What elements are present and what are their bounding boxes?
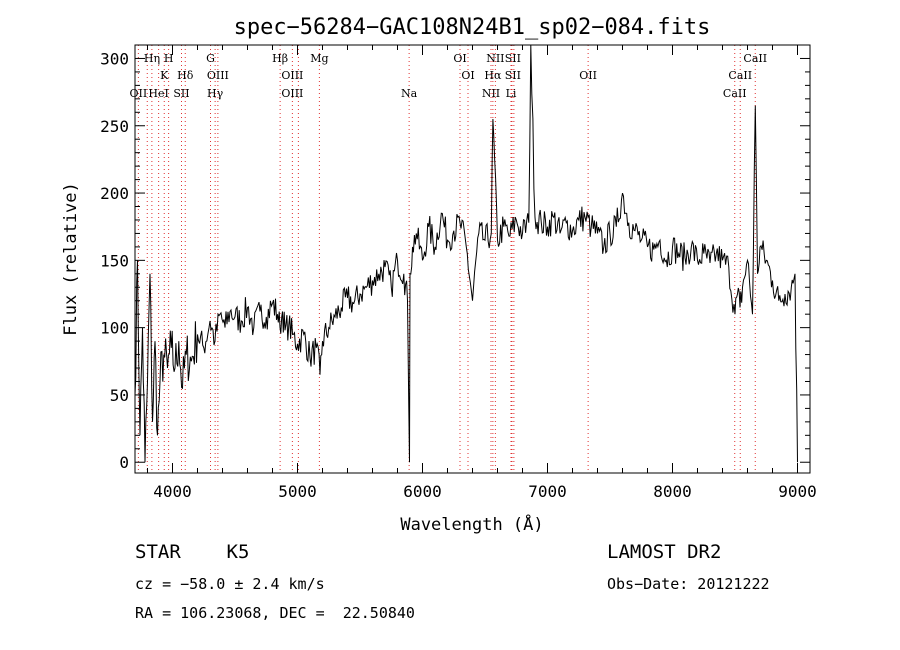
spectrum-series bbox=[134, 44, 798, 463]
x-tick-label: 9000 bbox=[778, 482, 817, 501]
line-label: Hδ bbox=[177, 69, 194, 82]
line-label: SII bbox=[505, 52, 521, 65]
line-label: OI bbox=[461, 69, 474, 82]
line-label: OIII bbox=[281, 69, 303, 82]
x-axis-label: Wavelength (Å) bbox=[400, 513, 543, 535]
line-label: OIII bbox=[281, 87, 303, 100]
line-label: Hα bbox=[484, 69, 502, 82]
line-label: Li bbox=[506, 87, 517, 100]
line-label: SII bbox=[173, 87, 189, 100]
line-label: Hβ bbox=[272, 52, 288, 65]
x-tick-label: 7000 bbox=[528, 482, 567, 501]
line-label: H bbox=[164, 52, 174, 65]
x-tick-label: 8000 bbox=[653, 482, 692, 501]
line-label: Mg bbox=[310, 52, 328, 65]
spectrum-line bbox=[134, 44, 798, 463]
observation-date: Obs−Date: 20121222 bbox=[607, 575, 770, 593]
x-tick-label: 6000 bbox=[403, 482, 442, 501]
line-label: OI bbox=[453, 52, 466, 65]
line-label: SII bbox=[505, 69, 521, 82]
line-label: OII bbox=[130, 87, 148, 100]
line-label: CaII bbox=[743, 52, 767, 65]
line-label: OIII bbox=[207, 69, 229, 82]
velocity-readout: cz = −58.0 ± 2.4 km/s bbox=[135, 575, 325, 593]
y-tick-label: 50 bbox=[110, 386, 129, 405]
line-label: Hη bbox=[144, 52, 160, 65]
x-axis: 4000 5000 6000 7000 8000 9000 bbox=[147, 45, 817, 501]
coordinates-readout: RA = 106.23068, DEC = 22.50840 bbox=[135, 604, 415, 622]
line-label: CaII bbox=[728, 69, 752, 82]
line-label: CaII bbox=[723, 87, 747, 100]
y-tick-label: 0 bbox=[119, 453, 129, 472]
line-label: Hγ bbox=[207, 87, 224, 100]
y-tick-label: 300 bbox=[100, 49, 129, 68]
y-tick-label: 150 bbox=[100, 251, 129, 270]
line-label: OII bbox=[579, 69, 597, 82]
survey-name: LAMOST DR2 bbox=[607, 541, 722, 563]
line-label: G bbox=[206, 52, 215, 65]
x-tick-label: 4000 bbox=[153, 482, 192, 501]
y-tick-label: 250 bbox=[100, 117, 129, 136]
y-tick-label: 200 bbox=[100, 184, 129, 203]
line-label: NII bbox=[486, 52, 504, 65]
line-label: Na bbox=[401, 87, 418, 100]
plot-frame bbox=[134, 44, 811, 474]
x-tick-label: 5000 bbox=[278, 482, 317, 501]
y-tick-label: 100 bbox=[100, 319, 129, 338]
y-axis-label: Flux (relative) bbox=[61, 182, 81, 336]
line-label: K bbox=[160, 69, 169, 82]
object-class: STAR K5 bbox=[135, 541, 250, 563]
y-axis: 0 50 100 150 200 250 300 bbox=[100, 49, 810, 472]
line-label: HeI bbox=[148, 87, 168, 100]
line-label: NII bbox=[482, 87, 500, 100]
spectral-line-markers bbox=[137, 45, 756, 473]
chart-title: spec−56284−GAC108N24B1_sp02−084.fits bbox=[234, 15, 711, 40]
